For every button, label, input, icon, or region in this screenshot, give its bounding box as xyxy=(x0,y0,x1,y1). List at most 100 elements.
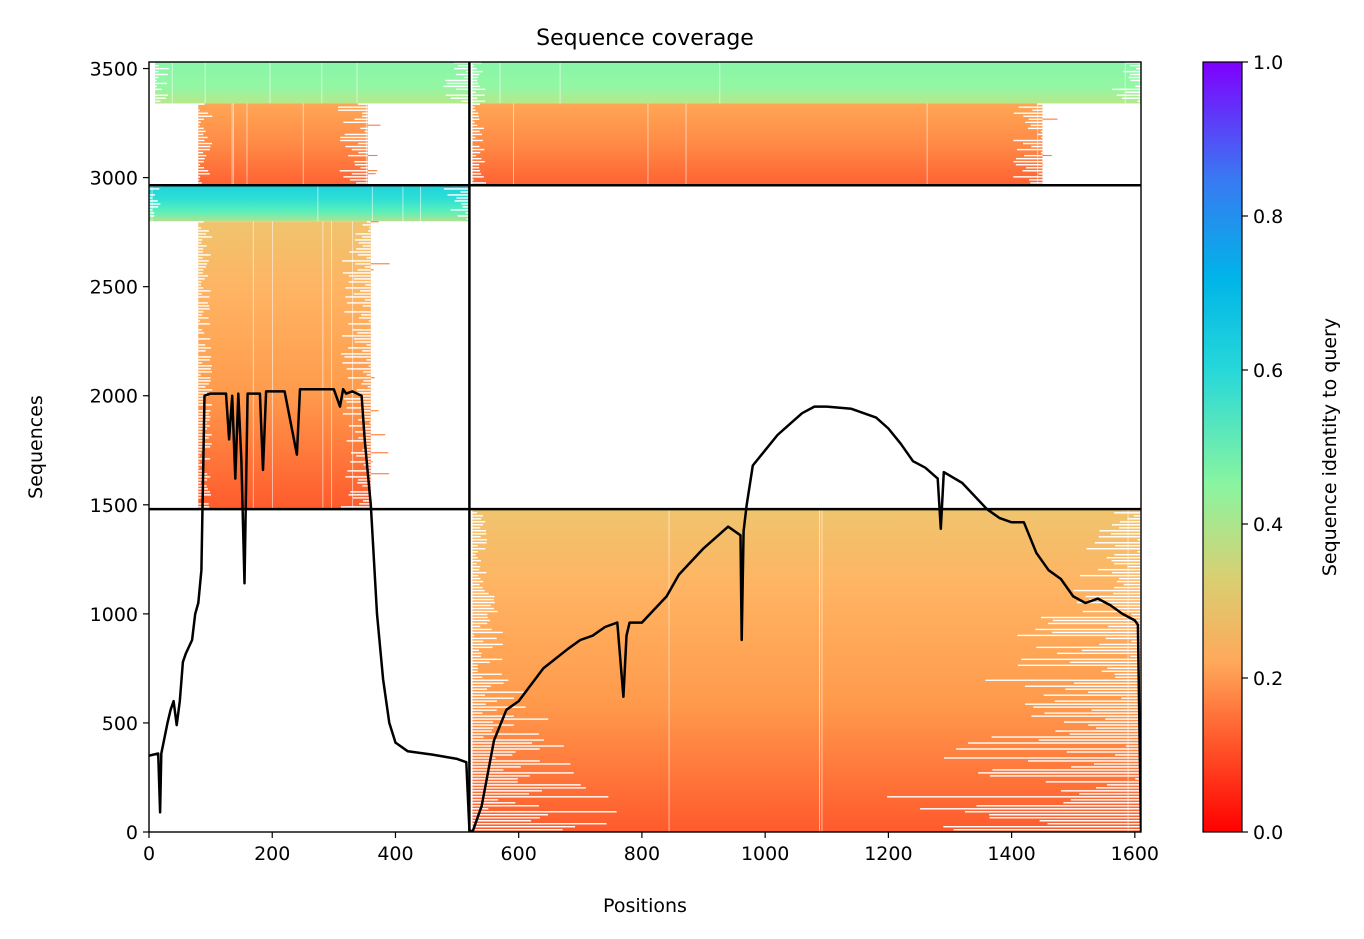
coverage-gap xyxy=(361,383,371,385)
coverage-gap xyxy=(472,577,481,580)
coverage-gap xyxy=(472,157,482,160)
coverage-gap xyxy=(198,130,206,133)
coverage-gap xyxy=(1111,533,1141,535)
coverage-gap xyxy=(363,380,371,382)
coverage-gap xyxy=(472,136,476,139)
coverage-gap xyxy=(1098,536,1141,538)
coverage-gap xyxy=(472,727,494,729)
coverage-gap xyxy=(362,350,371,352)
coverage-gap xyxy=(472,772,574,774)
coverage-gap xyxy=(472,613,488,616)
coverage-gap xyxy=(198,170,209,172)
coverage-gap xyxy=(198,112,209,114)
coverage-gap xyxy=(1037,133,1043,136)
coverage-gap xyxy=(472,79,477,82)
coverage-gap xyxy=(472,67,477,70)
coverage-gap xyxy=(198,115,213,117)
coverage-gap xyxy=(472,571,487,574)
coverage-gap xyxy=(1131,640,1141,643)
coverage-gap xyxy=(198,422,207,424)
coverage-gap xyxy=(472,625,481,628)
coverage-gap xyxy=(472,790,542,792)
coverage-gap xyxy=(355,233,371,235)
coverage-gap xyxy=(461,203,470,205)
coverage-gap xyxy=(362,305,371,307)
coverage-gap xyxy=(472,164,480,166)
coverage-gap xyxy=(1127,565,1141,568)
coverage-gap xyxy=(460,191,470,193)
x-axis-label: Positions xyxy=(603,895,687,917)
coverage-gap xyxy=(472,691,524,693)
coverage-gap xyxy=(1063,802,1141,804)
coverage-gap xyxy=(198,148,210,151)
coverage-gap xyxy=(349,251,371,253)
coverage-gap xyxy=(1106,556,1141,559)
coverage-gap xyxy=(360,127,368,130)
coverage-gap xyxy=(1047,622,1141,625)
coverage-gap xyxy=(1123,70,1141,73)
column-gap xyxy=(356,62,358,104)
coverage-gap xyxy=(1036,646,1141,649)
column-gap xyxy=(231,103,233,186)
coverage-gap xyxy=(1038,739,1141,741)
coverage-gap xyxy=(362,500,371,502)
coverage-gap xyxy=(1133,515,1141,517)
coverage-gap xyxy=(1108,625,1141,628)
coverage-gap xyxy=(1088,724,1141,726)
coverage-gap xyxy=(343,121,368,124)
coverage-gap xyxy=(367,230,371,232)
plot-area xyxy=(149,62,1141,832)
coverage-gap xyxy=(1116,607,1141,610)
coverage-gap xyxy=(198,377,211,379)
coverage-gap xyxy=(155,94,168,96)
y-tick-label: 1500 xyxy=(90,495,138,517)
coverage-gap xyxy=(1114,586,1141,589)
x-tick-label: 0 xyxy=(143,843,155,865)
coverage-gap xyxy=(1079,574,1141,577)
coverage-gap xyxy=(472,637,497,640)
coverage-gap xyxy=(1113,592,1141,595)
coverage-gap xyxy=(472,805,539,807)
coverage-gap xyxy=(472,781,518,783)
coverage-gap xyxy=(198,251,204,253)
coverage-gap xyxy=(198,392,208,394)
coverage-gap xyxy=(198,290,211,292)
coverage-gap xyxy=(1055,730,1141,732)
coverage-gap xyxy=(352,329,371,331)
coverage-gap xyxy=(363,404,371,406)
coverage-gap xyxy=(198,103,205,105)
coverage-gap xyxy=(472,118,480,120)
coverage-gap xyxy=(1023,142,1043,145)
coverage-gap xyxy=(198,461,200,463)
coverage-gap xyxy=(198,362,203,364)
coverage-gap xyxy=(1022,170,1043,172)
coverage-gap xyxy=(472,595,495,598)
coverage-gap xyxy=(359,290,371,292)
column-gap xyxy=(402,185,404,222)
coverage-gap xyxy=(198,164,201,166)
coverage-gap xyxy=(1018,106,1043,108)
coverage-gap xyxy=(198,239,203,241)
coverage-gap xyxy=(1069,733,1141,735)
coverage-gap xyxy=(198,281,202,283)
coverage-gap xyxy=(457,215,470,217)
colorbar-tick-label: 0.4 xyxy=(1253,514,1283,536)
coverage-gap xyxy=(357,332,371,334)
coverage-gap xyxy=(450,209,470,211)
coverage-gap xyxy=(350,491,371,493)
coverage-gap xyxy=(362,485,371,487)
coverage-gap xyxy=(443,188,470,190)
coverage-gap xyxy=(198,154,207,157)
coverage-gap xyxy=(198,317,209,319)
y-tick-label: 0 xyxy=(126,822,138,844)
coverage-gap xyxy=(198,356,212,358)
coverage-gap xyxy=(343,176,368,178)
coverage-gap xyxy=(1066,751,1141,753)
column-gap xyxy=(821,509,823,832)
coverage-gap xyxy=(1130,73,1141,76)
coverage-gap xyxy=(472,139,483,142)
coverage-gap xyxy=(472,718,549,720)
column-gap xyxy=(371,185,373,222)
coverage-gap xyxy=(472,796,609,798)
coverage-gap xyxy=(472,598,494,601)
